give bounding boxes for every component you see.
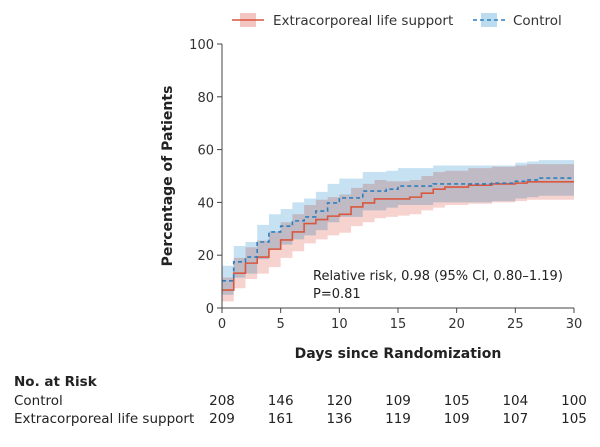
relative-risk-annotation: Relative risk, 0.98 (95% CI, 0.80–1.19) — [313, 269, 563, 284]
risk-table-title: No. at Risk — [14, 374, 97, 390]
x-tick-label: 20 — [448, 317, 465, 332]
x-tick-label: 0 — [218, 317, 226, 332]
risk-row: Extracorporeal life support 209 161 136 119 1… — [14, 410, 600, 428]
risk-row: Control 208 146 120 109 105 104 100 — [14, 392, 600, 410]
risk-value: 208 — [209, 393, 235, 409]
risk-value: 109 — [385, 393, 411, 409]
y-ticks: 0 20 40 60 80 100 — [189, 38, 222, 317]
x-tick-label: 5 — [277, 317, 285, 332]
risk-table: No. at Risk Control 208 146 120 109 105 104 100… — [14, 372, 600, 428]
x-tick-label: 25 — [507, 317, 524, 332]
risk-value: 100 — [561, 393, 587, 409]
legend-label-ecls: Extracorporeal life support — [273, 13, 453, 29]
x-ticks: 0 5 10 15 20 25 30 — [218, 308, 582, 332]
y-tick-label: 20 — [197, 249, 214, 264]
confidence-bands — [222, 160, 574, 302]
x-tick-label: 10 — [331, 317, 348, 332]
p-value-annotation: P=0.81 — [313, 287, 361, 302]
risk-value: 161 — [267, 411, 294, 427]
risk-row-label: Control — [14, 393, 63, 409]
y-tick-label: 60 — [197, 144, 214, 159]
ecls-curve — [222, 181, 574, 291]
risk-value: 109 — [443, 411, 470, 427]
risk-value: 105 — [561, 411, 587, 427]
y-tick-label: 0 — [206, 302, 214, 317]
ecls-ci-band — [222, 164, 574, 302]
risk-table-rows: Control 208 146 120 109 105 104 100 Extracorpore… — [14, 392, 600, 428]
x-tick-label: 15 — [390, 317, 407, 332]
x-tick-label: 30 — [566, 317, 583, 332]
control-curve — [222, 177, 574, 282]
x-axis-title: Days since Randomization — [295, 346, 502, 362]
risk-value: 136 — [326, 411, 353, 427]
y-axis-title: Percentage of Patients — [160, 86, 176, 267]
y-tick-label: 100 — [189, 38, 214, 53]
legend-item-control: Control — [473, 13, 562, 29]
risk-value: 209 — [209, 411, 235, 427]
risk-row-label: Extracorporeal life support — [14, 411, 195, 427]
risk-value: 107 — [502, 411, 529, 427]
risk-value: 105 — [443, 393, 470, 409]
risk-value: 119 — [385, 411, 411, 427]
risk-value: 104 — [502, 393, 529, 409]
curves — [222, 177, 574, 291]
survival-chart: Extracorporeal life support Control 0 20 4… — [160, 13, 582, 362]
risk-value: 146 — [267, 393, 294, 409]
y-tick-label: 40 — [197, 196, 214, 211]
legend-label-control: Control — [513, 13, 562, 29]
legend: Extracorporeal life support Control — [232, 13, 562, 29]
y-tick-label: 80 — [197, 91, 214, 106]
legend-item-ecls: Extracorporeal life support — [232, 13, 453, 29]
risk-value: 120 — [326, 393, 353, 409]
